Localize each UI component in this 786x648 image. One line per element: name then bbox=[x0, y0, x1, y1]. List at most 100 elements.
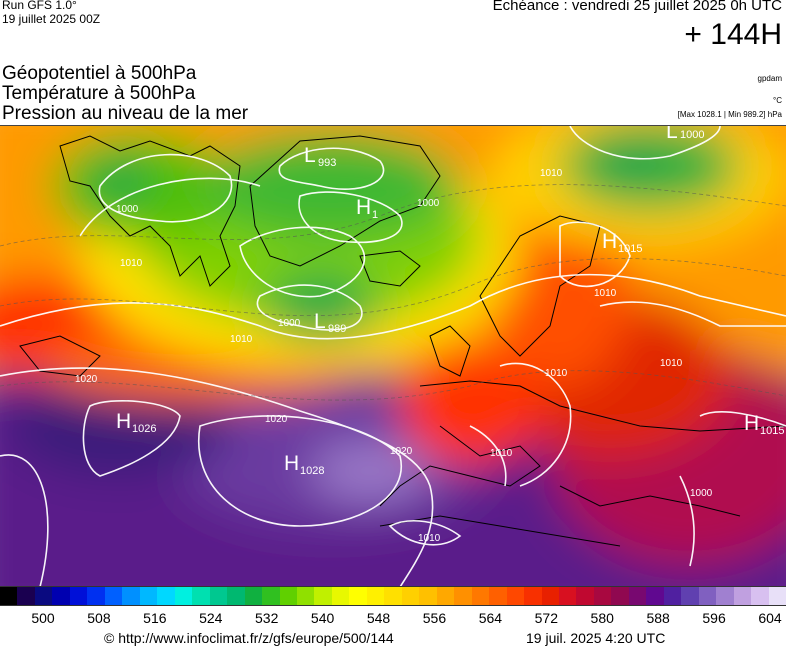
pressure-center-high-1028: H 1028 bbox=[284, 452, 324, 477]
color-swatch bbox=[209, 587, 228, 605]
color-swatch bbox=[541, 587, 559, 605]
layer-title-temperature: Température à 500hPa bbox=[2, 83, 196, 104]
color-swatch bbox=[157, 587, 175, 605]
color-scale-labels: 500 508 516 524 532 540 548 556 564 572 580 588 596 6… bbox=[0, 610, 786, 626]
unit-celsius: °C bbox=[773, 96, 782, 105]
weather-map[interactable]: L 993 L 1000 H 1015 H 1026 H 1028 L 989 H 1015 … bbox=[0, 125, 786, 587]
color-scale-tick: 572 bbox=[534, 610, 558, 626]
color-scale-tick: 540 bbox=[310, 610, 335, 626]
svg-text:L: L bbox=[666, 126, 678, 143]
color-swatch bbox=[716, 587, 734, 605]
color-swatch bbox=[559, 587, 577, 605]
svg-text:993: 993 bbox=[318, 157, 336, 169]
color-swatch bbox=[87, 587, 105, 605]
run-date: 19 juillet 2025 00Z bbox=[2, 12, 101, 26]
svg-text:H: H bbox=[356, 196, 371, 219]
color-swatch bbox=[69, 587, 88, 605]
svg-text:1000: 1000 bbox=[278, 318, 301, 329]
svg-text:H: H bbox=[116, 410, 131, 433]
color-swatch bbox=[279, 587, 297, 605]
color-swatch bbox=[331, 587, 350, 605]
layer-title-pressure: Pression au niveau de la mer bbox=[2, 103, 249, 124]
svg-text:1020: 1020 bbox=[265, 414, 288, 425]
coastlines bbox=[19, 135, 786, 547]
svg-text:1010: 1010 bbox=[660, 358, 683, 369]
color-swatch bbox=[52, 587, 70, 605]
color-swatch bbox=[698, 587, 717, 605]
color-swatch bbox=[366, 587, 385, 605]
svg-text:1010: 1010 bbox=[120, 258, 143, 269]
color-swatch bbox=[593, 587, 612, 605]
color-swatch bbox=[244, 587, 263, 605]
color-swatch bbox=[0, 587, 18, 605]
color-swatch bbox=[454, 587, 472, 605]
color-scale-tick: 580 bbox=[590, 610, 614, 626]
pressure-centers: L 993 L 1000 H 1015 H 1026 H 1028 L 989 H 1015 … bbox=[116, 126, 784, 477]
svg-text:1010: 1010 bbox=[545, 368, 568, 379]
color-swatch bbox=[296, 587, 315, 605]
geopotential-contours bbox=[0, 184, 786, 401]
temperature-field bbox=[0, 126, 786, 587]
color-swatch bbox=[349, 587, 367, 605]
color-swatch bbox=[17, 587, 35, 605]
svg-text:1: 1 bbox=[372, 209, 378, 221]
color-scale-tick: 604 bbox=[758, 610, 782, 626]
color-swatch bbox=[139, 587, 158, 605]
pressure-center-high-1015-east: H 1015 bbox=[744, 412, 784, 437]
svg-text:1000: 1000 bbox=[116, 204, 139, 215]
svg-text:1028: 1028 bbox=[300, 465, 324, 477]
color-scale-tick: 532 bbox=[255, 610, 279, 626]
color-swatch bbox=[314, 587, 332, 605]
svg-text:1026: 1026 bbox=[132, 423, 156, 435]
valid-time: Echéance : vendredi 25 juillet 2025 0h U… bbox=[492, 0, 782, 14]
color-swatch bbox=[646, 587, 664, 605]
pressure-center-low-993: L 993 bbox=[304, 144, 336, 169]
color-swatch bbox=[262, 587, 280, 605]
color-scale-tick: 548 bbox=[366, 610, 391, 626]
color-swatch bbox=[628, 587, 647, 605]
svg-text:1020: 1020 bbox=[75, 374, 98, 385]
svg-text:1010: 1010 bbox=[418, 533, 441, 544]
color-scale-tick: 564 bbox=[478, 610, 503, 626]
color-scale-tick: 524 bbox=[199, 610, 223, 626]
svg-text:L: L bbox=[304, 144, 316, 167]
svg-text:1010: 1010 bbox=[540, 168, 563, 179]
color-swatch bbox=[436, 587, 455, 605]
color-swatch bbox=[489, 587, 507, 605]
color-scale-bar bbox=[0, 586, 786, 606]
color-swatch bbox=[122, 587, 140, 605]
color-swatch bbox=[751, 587, 769, 605]
svg-text:1010: 1010 bbox=[490, 448, 513, 459]
pressure-center-high-1026: H 1026 bbox=[116, 410, 156, 435]
pressure-center-low-989: L 989 bbox=[314, 310, 346, 335]
color-swatch bbox=[34, 587, 53, 605]
color-swatch bbox=[471, 587, 490, 605]
svg-text:1000: 1000 bbox=[680, 129, 704, 141]
color-scale-tick: 556 bbox=[422, 610, 447, 626]
color-swatch bbox=[524, 587, 542, 605]
layer-title-geopotential: Géopotentiel à 500hPa bbox=[2, 63, 197, 84]
color-swatch bbox=[506, 587, 525, 605]
svg-text:1000: 1000 bbox=[690, 488, 713, 499]
svg-text:L: L bbox=[314, 310, 326, 333]
color-swatch bbox=[576, 587, 594, 605]
color-swatch bbox=[419, 587, 437, 605]
svg-text:1000: 1000 bbox=[417, 198, 440, 209]
svg-text:1015: 1015 bbox=[618, 243, 642, 255]
color-scale-tick: 508 bbox=[87, 610, 111, 626]
unit-gpdam: gpdam bbox=[757, 74, 782, 83]
color-swatch bbox=[192, 587, 210, 605]
color-swatch bbox=[104, 587, 123, 605]
color-swatch bbox=[384, 587, 402, 605]
color-scale-tick: 588 bbox=[646, 610, 670, 626]
pressure-center-low-1000: L 1000 bbox=[666, 126, 704, 143]
color-swatch bbox=[681, 587, 699, 605]
color-swatch bbox=[663, 587, 682, 605]
svg-text:H: H bbox=[284, 452, 299, 475]
svg-text:1010: 1010 bbox=[594, 288, 617, 299]
map-canvas: L 993 L 1000 H 1015 H 1026 H 1028 L 989 H 1015 … bbox=[0, 126, 786, 587]
svg-text:989: 989 bbox=[328, 323, 346, 335]
color-scale-tick: 596 bbox=[702, 610, 726, 626]
forecast-hour: + 144H bbox=[684, 18, 782, 51]
